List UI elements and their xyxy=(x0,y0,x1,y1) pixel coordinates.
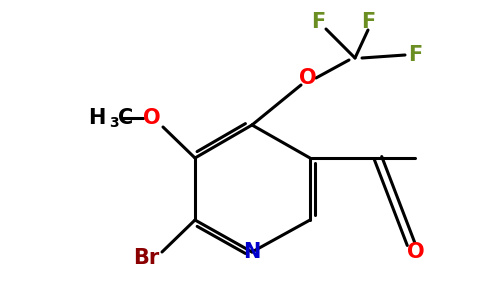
Text: F: F xyxy=(408,45,422,65)
Text: Br: Br xyxy=(133,248,159,268)
Text: F: F xyxy=(361,12,375,32)
Text: C: C xyxy=(118,108,133,128)
Text: N: N xyxy=(243,242,261,262)
Text: O: O xyxy=(299,68,317,88)
Text: O: O xyxy=(143,108,161,128)
Text: O: O xyxy=(407,242,425,262)
Text: 3: 3 xyxy=(109,116,119,130)
Text: H: H xyxy=(89,108,106,128)
Text: F: F xyxy=(311,12,325,32)
